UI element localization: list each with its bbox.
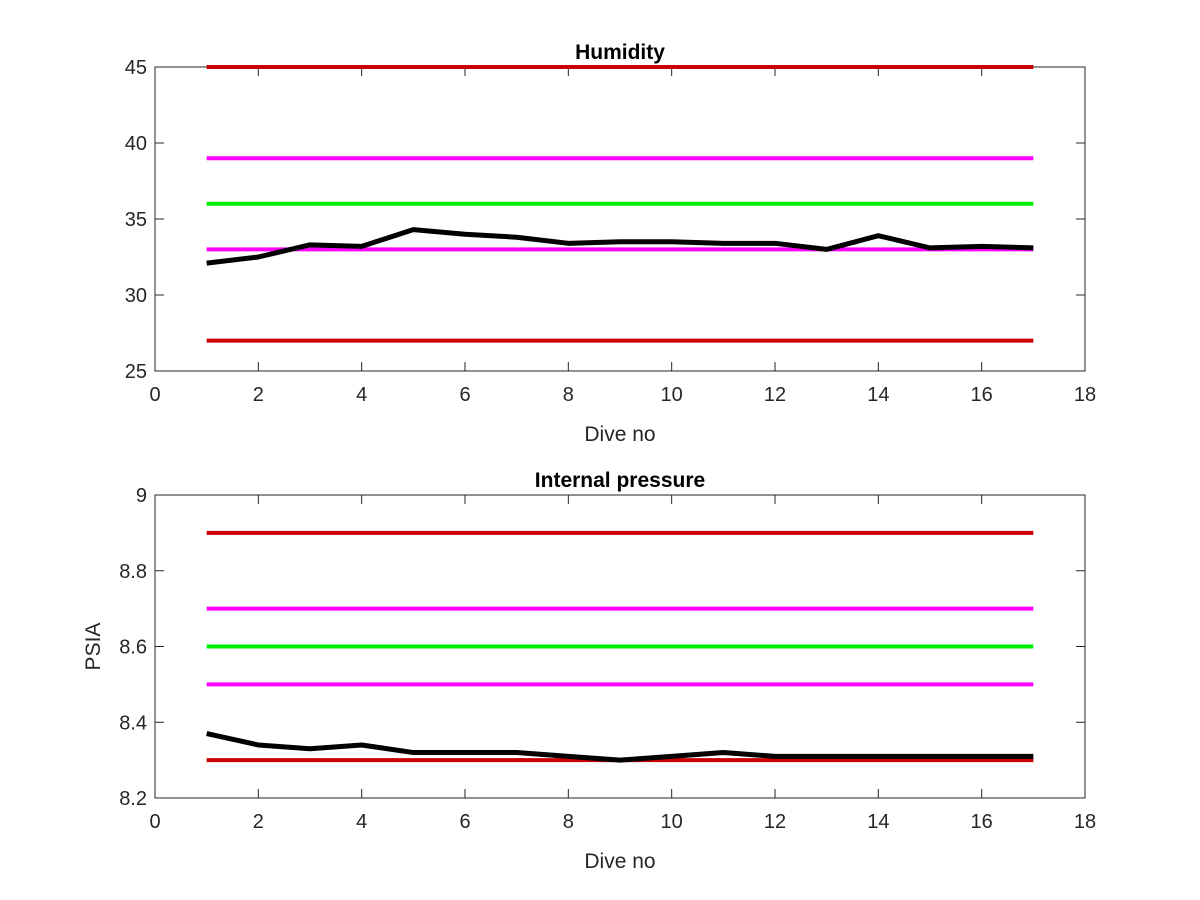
chart-title: Humidity — [575, 41, 665, 64]
x-tick-label: 10 — [661, 811, 683, 833]
x-tick-label: 18 — [1074, 811, 1096, 833]
x-tick-label: 12 — [764, 384, 786, 406]
y-tick-label: 9 — [136, 485, 147, 507]
plot-area — [154, 66, 1086, 372]
chart-2: 0 2 4 6 8 10 12 14 16 18 8.2 8.4 8.6 8.8 9 Internal pre… — [82, 469, 1096, 873]
y-tick-label: 8.8 — [119, 561, 147, 583]
x-tick-label: 0 — [149, 811, 160, 833]
x-tick-label: 16 — [971, 811, 993, 833]
y-tick-label: 30 — [125, 285, 147, 307]
x-tick-label: 4 — [356, 811, 367, 833]
y-tick-label: 35 — [125, 209, 147, 231]
y-tick-label: 8.4 — [119, 712, 147, 734]
series-line — [206, 731, 1034, 763]
chart-title: Internal pressure — [535, 469, 705, 492]
y-tick-label: 8.6 — [119, 637, 147, 659]
x-tick-label: 8 — [563, 811, 574, 833]
x-tick-label: 4 — [356, 384, 367, 406]
y-tick-label: 40 — [125, 133, 147, 155]
x-tick-label: 14 — [867, 811, 889, 833]
x-axis-label: Dive no — [584, 423, 655, 446]
x-tick-label: 12 — [764, 811, 786, 833]
x-tick-label: 6 — [459, 811, 470, 833]
series-line — [206, 227, 1034, 266]
y-tick-label: 25 — [125, 361, 147, 383]
x-tick-label: 10 — [661, 384, 683, 406]
x-tick-label: 2 — [253, 811, 264, 833]
x-tick-label: 8 — [563, 384, 574, 406]
y-tick-label: 45 — [125, 57, 147, 79]
x-tick-label: 16 — [971, 384, 993, 406]
x-tick-label: 18 — [1074, 384, 1096, 406]
x-tick-label: 6 — [459, 384, 470, 406]
chart-1: 0 2 4 6 8 10 12 14 16 18 25 30 35 40 45 Humidity Dive no — [125, 41, 1096, 446]
y-tick-label: 8.2 — [119, 788, 147, 810]
x-tick-label: 14 — [867, 384, 889, 406]
x-tick-label: 2 — [253, 384, 264, 406]
y-axis-label: PSIA — [82, 623, 105, 671]
x-axis-label: Dive no — [584, 850, 655, 873]
x-tick-label: 0 — [149, 384, 160, 406]
